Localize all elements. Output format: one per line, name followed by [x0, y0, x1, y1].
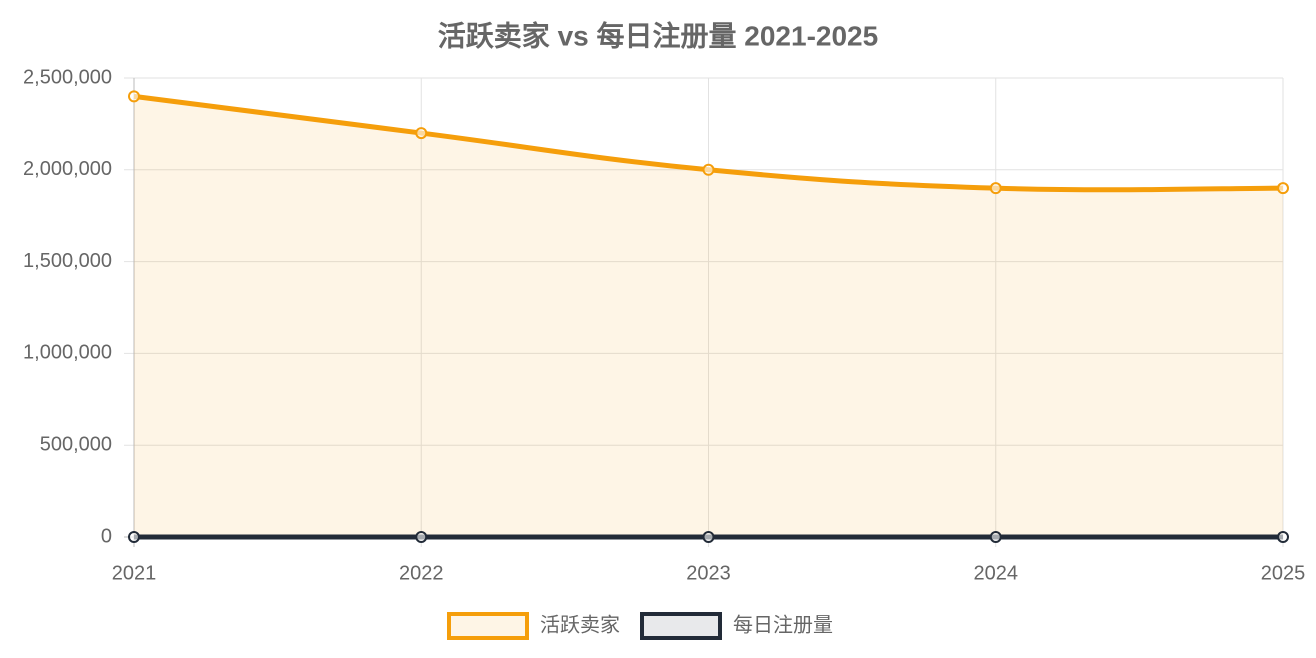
area [134, 96, 1283, 538]
chart-title: 活跃卖家 vs 每日注册量 2021-2025 [438, 19, 878, 51]
y-tick-label: 2,500,000 [23, 66, 112, 88]
x-tick-label: 2024 [974, 562, 1019, 584]
legend-label: 活跃卖家 [540, 613, 620, 636]
x-tick-label: 2022 [399, 562, 444, 584]
x-tick-label: 2025 [1261, 562, 1306, 584]
point [702, 531, 715, 543]
point [989, 182, 1002, 195]
legend-swatch [640, 612, 722, 640]
legend-swatch [447, 612, 529, 640]
point [702, 163, 715, 176]
y-tick-label: 1,500,000 [23, 250, 112, 272]
y-tick-label: 1,000,000 [23, 342, 112, 364]
y-tick-label: 0 [101, 525, 112, 547]
y-tick-label: 2,000,000 [23, 158, 112, 180]
x-tick-label: 2023 [686, 562, 731, 584]
point [1277, 531, 1289, 543]
point [128, 90, 140, 103]
point [128, 531, 140, 543]
point [989, 531, 1002, 543]
x-tick-label: 2021 [112, 562, 157, 584]
point [415, 127, 428, 140]
legend-label: 每日注册量 [733, 613, 833, 636]
point [1277, 182, 1289, 195]
point [415, 531, 428, 543]
y-tick-label: 500,000 [40, 433, 112, 455]
